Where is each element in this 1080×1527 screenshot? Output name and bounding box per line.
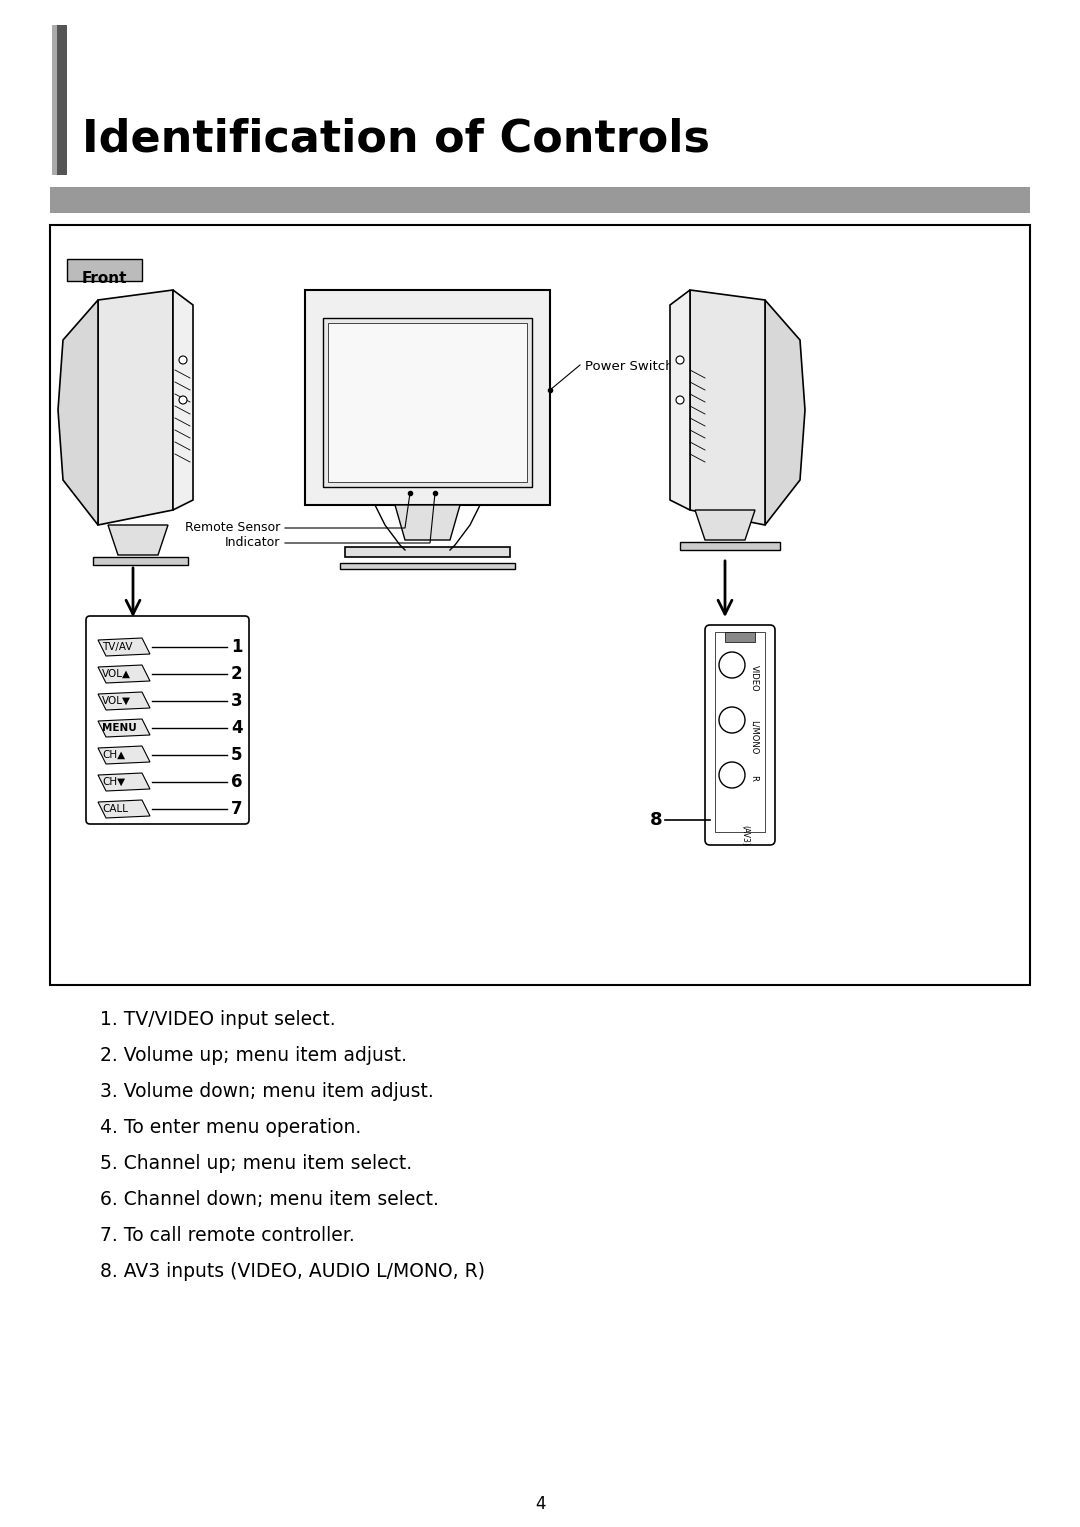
Polygon shape [395, 505, 460, 541]
Circle shape [179, 395, 187, 405]
Text: VOL▼: VOL▼ [102, 696, 131, 705]
Polygon shape [173, 290, 193, 510]
Text: 5. Channel up; menu item select.: 5. Channel up; menu item select. [100, 1154, 413, 1173]
Polygon shape [690, 290, 765, 525]
Text: 3: 3 [231, 692, 243, 710]
Text: 7. To call remote controller.: 7. To call remote controller. [100, 1226, 354, 1245]
Bar [323, 318, 532, 487]
Text: Power Switch: Power Switch [585, 360, 674, 373]
Text: 3. Volume down; menu item adjust.: 3. Volume down; menu item adjust. [100, 1083, 434, 1101]
Bar [50, 186, 1030, 212]
Text: CH▲: CH▲ [102, 750, 125, 760]
Polygon shape [58, 299, 98, 525]
Polygon shape [98, 692, 150, 710]
Text: R: R [750, 776, 758, 780]
Text: 8: 8 [650, 811, 663, 829]
Polygon shape [98, 638, 150, 657]
Text: TV/AV: TV/AV [102, 641, 133, 652]
Text: L/MONO: L/MONO [750, 721, 758, 754]
Text: CH▼: CH▼ [102, 777, 125, 786]
Text: 2. Volume up; menu item adjust.: 2. Volume up; menu item adjust. [100, 1046, 407, 1064]
Text: 1. TV/VIDEO input select.: 1. TV/VIDEO input select. [100, 1009, 336, 1029]
Polygon shape [108, 525, 168, 554]
Bar [52, 24, 58, 176]
Polygon shape [98, 664, 150, 683]
Circle shape [676, 395, 684, 405]
Circle shape [719, 652, 745, 678]
Polygon shape [98, 747, 150, 764]
Bar [345, 547, 510, 557]
Text: 1: 1 [231, 638, 243, 657]
FancyBboxPatch shape [86, 615, 249, 825]
FancyBboxPatch shape [705, 625, 775, 844]
Text: 6: 6 [231, 773, 243, 791]
Text: CALL: CALL [102, 805, 129, 814]
Text: 8. AV3 inputs (VIDEO, AUDIO L/MONO, R): 8. AV3 inputs (VIDEO, AUDIO L/MONO, R) [100, 1261, 485, 1281]
Text: 5: 5 [231, 747, 243, 764]
Text: (AV3): (AV3) [741, 825, 750, 846]
Polygon shape [98, 800, 150, 818]
Polygon shape [98, 773, 150, 791]
Text: 4: 4 [231, 719, 243, 738]
Text: MENU: MENU [102, 722, 137, 733]
Bar [93, 557, 188, 565]
Bar [305, 290, 550, 505]
Text: Front: Front [81, 270, 126, 286]
Bar [50, 224, 1030, 985]
Bar [725, 632, 755, 641]
Bar [328, 324, 527, 483]
Polygon shape [670, 290, 690, 510]
Bar [57, 24, 67, 176]
Bar [680, 542, 780, 550]
Polygon shape [98, 719, 150, 738]
Bar [340, 563, 515, 570]
Circle shape [719, 762, 745, 788]
Polygon shape [98, 290, 173, 525]
Bar [715, 632, 765, 832]
Circle shape [179, 356, 187, 363]
Text: 2: 2 [231, 664, 243, 683]
Text: 4. To enter menu operation.: 4. To enter menu operation. [100, 1118, 361, 1138]
Text: Remote Sensor: Remote Sensor [185, 521, 280, 534]
Text: 6. Channel down; menu item select.: 6. Channel down; menu item select. [100, 1190, 438, 1209]
Text: Indicator: Indicator [225, 536, 280, 550]
Text: VIDEO: VIDEO [750, 664, 758, 692]
Bar [67, 260, 141, 281]
Polygon shape [696, 510, 755, 541]
Polygon shape [765, 299, 805, 525]
Text: Identification of Controls: Identification of Controls [82, 118, 710, 160]
Text: VOL▲: VOL▲ [102, 669, 131, 680]
Text: 4: 4 [535, 1495, 545, 1513]
Text: 7: 7 [231, 800, 243, 818]
Circle shape [719, 707, 745, 733]
Circle shape [676, 356, 684, 363]
